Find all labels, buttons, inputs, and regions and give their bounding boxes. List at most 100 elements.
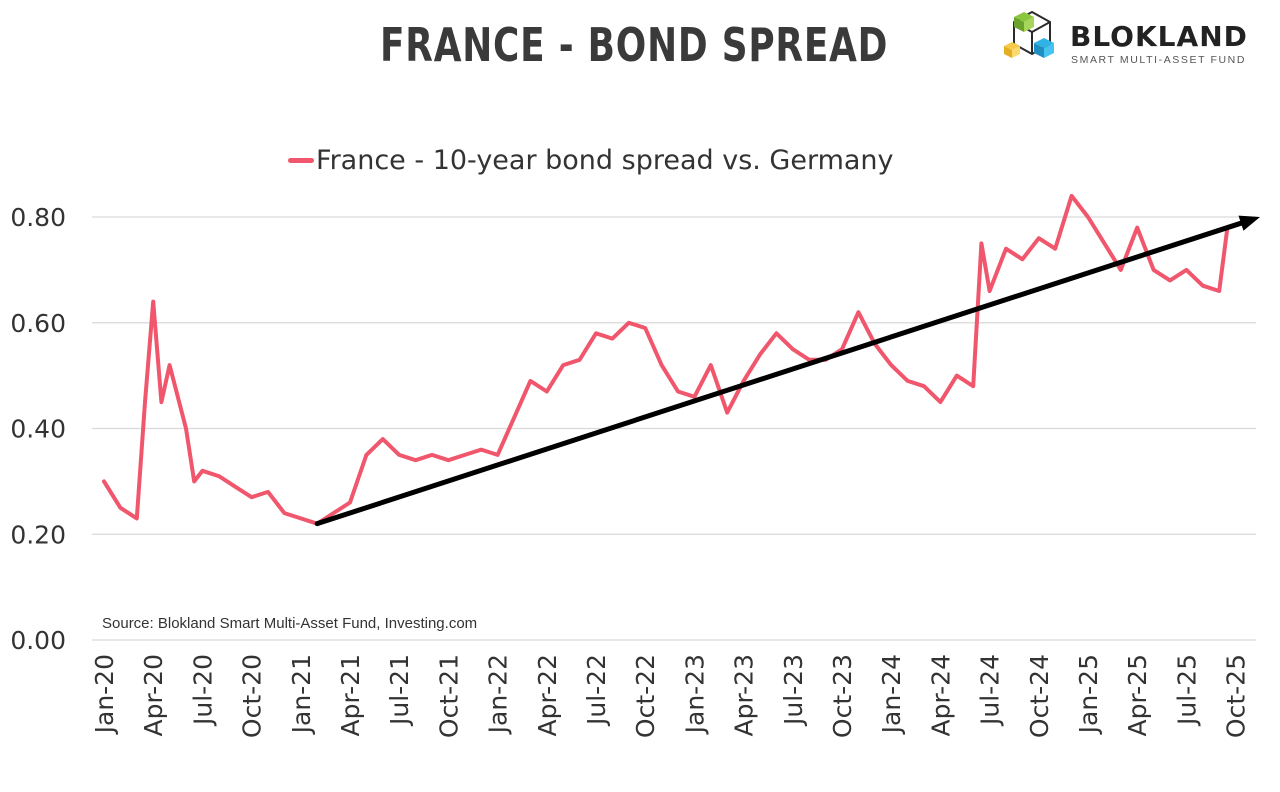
data-point (233, 485, 237, 489)
series-line (102, 193, 1230, 526)
x-tick-label: Apr-25 (1123, 654, 1152, 736)
y-tick-label: 0.60 (10, 309, 66, 338)
data-point (922, 384, 926, 388)
data-point (840, 347, 844, 351)
x-tick-label: Apr-23 (730, 654, 759, 736)
x-tick-label: Oct-22 (631, 654, 660, 738)
data-point (430, 453, 434, 457)
data-point (397, 453, 401, 457)
data-point (1020, 257, 1024, 261)
x-tick-label: Oct-25 (1222, 654, 1251, 738)
data-point (1135, 226, 1139, 230)
data-point (217, 474, 221, 478)
y-axis-labels: 0.00 0.20 0.40 0.60 0.80 (10, 203, 66, 655)
data-point (414, 458, 418, 462)
data-point (955, 374, 959, 378)
y-tick-label: 0.80 (10, 203, 66, 232)
data-point (1184, 268, 1188, 272)
data-point (1070, 194, 1074, 198)
data-point (151, 300, 155, 304)
data-point (446, 458, 450, 462)
data-point (807, 358, 811, 362)
page-title: FRANCE - BOND SPREAD (380, 18, 889, 72)
data-point (906, 379, 910, 383)
cube-cluster-icon (1004, 11, 1054, 58)
data-point (282, 511, 286, 515)
x-tick-label: Oct-21 (434, 654, 463, 738)
data-point (159, 400, 163, 404)
y-tick-label: 0.00 (10, 626, 66, 655)
x-tick-label: Jul-22 (582, 654, 611, 727)
data-point (266, 490, 270, 494)
data-point (192, 479, 196, 483)
data-point (528, 379, 532, 383)
x-tick-label: Apr-24 (926, 654, 955, 736)
data-point (364, 453, 368, 457)
data-point (118, 506, 122, 510)
data-point (856, 310, 860, 314)
data-point (561, 363, 565, 367)
data-point (143, 400, 147, 404)
x-tick-label: Jan-25 (1074, 654, 1103, 735)
data-point (627, 321, 631, 325)
trend-arrow-line (314, 220, 1244, 527)
data-point (709, 363, 713, 367)
data-point (889, 363, 893, 367)
data-point (643, 326, 647, 330)
data-point (463, 453, 467, 457)
data-point (594, 331, 598, 335)
data-point (692, 395, 696, 399)
annotation-layer (314, 215, 1260, 527)
x-tick-label: Jan-20 (90, 654, 119, 735)
data-point (578, 358, 582, 362)
logo: BLOKLAND SMART MULTI-ASSET FUND (1002, 8, 1272, 70)
data-point (1102, 241, 1106, 245)
data-point (1201, 284, 1205, 288)
x-tick-label: Apr-22 (533, 654, 562, 736)
data-point (250, 495, 254, 499)
data-point (979, 241, 983, 245)
x-tick-label: Jul-21 (385, 654, 414, 727)
x-tick-label: Jan-23 (680, 654, 709, 735)
data-point (791, 347, 795, 351)
data-point (299, 516, 303, 520)
trend-arrow-head (1238, 215, 1260, 231)
data-point (135, 516, 139, 520)
data-point (168, 363, 172, 367)
data-point (479, 448, 483, 452)
x-tick-label: Jan-22 (484, 654, 513, 735)
logo-name: BLOKLAND (1070, 20, 1248, 53)
data-point (200, 469, 204, 473)
logo-tagline: SMART MULTI-ASSET FUND (1071, 54, 1247, 66)
x-tick-label: Apr-20 (139, 654, 168, 736)
x-tick-label: Jul-24 (976, 654, 1005, 727)
x-tick-label: Jul-23 (779, 654, 808, 727)
data-point (938, 400, 942, 404)
x-tick-label: Jan-21 (287, 654, 316, 735)
data-point (496, 453, 500, 457)
x-axis-labels: Jan-20 Apr-20 Jul-20 Oct-20 Jan-21 Apr-21 Jul-… (90, 654, 1251, 738)
series-layer (102, 193, 1230, 526)
source-note: Source: Blokland Smart Multi-Asset Fund,… (102, 615, 478, 632)
data-point (348, 501, 352, 504)
y-tick-label: 0.40 (10, 415, 66, 444)
data-point (742, 379, 746, 383)
data-point (1217, 289, 1221, 293)
legend: France - 10-year bond spread vs. Germany (288, 145, 894, 176)
data-point (184, 427, 188, 430)
data-point (1086, 215, 1090, 219)
data-point (512, 416, 516, 420)
x-tick-label: Oct-23 (828, 654, 857, 738)
data-point (545, 390, 549, 393)
data-point (1053, 247, 1057, 251)
x-tick-label: Apr-21 (336, 654, 365, 736)
data-point (660, 363, 664, 367)
x-tick-label: Oct-20 (238, 654, 267, 738)
data-point (381, 437, 385, 441)
data-point (988, 289, 992, 293)
data-point (1037, 236, 1041, 240)
legend-label: France - 10-year bond spread vs. Germany (316, 145, 894, 176)
data-point (774, 331, 778, 335)
x-tick-label: Jan-24 (877, 654, 906, 735)
data-point (758, 353, 762, 356)
